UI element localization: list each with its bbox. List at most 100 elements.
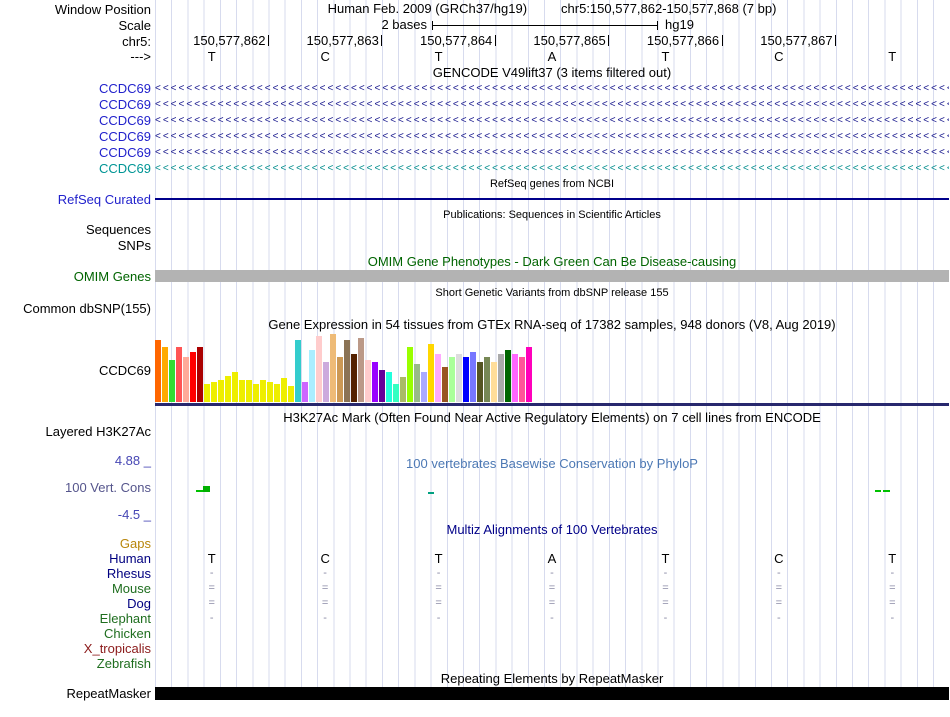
alignment-mark: - (890, 612, 895, 624)
sequences-label[interactable]: Sequences (85, 222, 151, 237)
dbsnp-label[interactable]: Common dbSNP(155) (23, 301, 151, 316)
refseq-curated-label[interactable]: RefSeq Curated (57, 192, 151, 207)
gtex-tissue-bar[interactable] (393, 384, 399, 402)
multiz-species-label-dog[interactable]: Dog (127, 596, 151, 611)
gene-transcript-arrows[interactable]: <<<<<<<<<<<<<<<<<<<<<<<<<<<<<<<<<<<<<<<<… (155, 147, 949, 158)
gtex-tissue-bar[interactable] (253, 384, 259, 402)
gtex-tissue-bar[interactable] (421, 372, 427, 402)
gtex-tissue-bar[interactable] (449, 357, 455, 402)
gtex-tissue-bar[interactable] (372, 362, 378, 402)
gtex-tissue-bar[interactable] (302, 382, 308, 402)
repeatmasker-label[interactable]: RepeatMasker (66, 686, 151, 701)
snps-label[interactable]: SNPs (117, 238, 151, 253)
gtex-tissue-bar[interactable] (204, 384, 210, 402)
gtex-tissue-bar[interactable] (456, 354, 462, 402)
gtex-tissue-bar[interactable] (379, 370, 385, 402)
gene-transcript-arrows[interactable]: <<<<<<<<<<<<<<<<<<<<<<<<<<<<<<<<<<<<<<<<… (155, 131, 949, 142)
gtex-tissue-bar[interactable] (498, 354, 504, 402)
gene-transcript-arrows[interactable]: <<<<<<<<<<<<<<<<<<<<<<<<<<<<<<<<<<<<<<<<… (155, 83, 949, 94)
gtex-tissue-bar[interactable] (337, 357, 343, 402)
gtex-tissue-bar[interactable] (484, 357, 490, 402)
h3k27ac-label[interactable]: Layered H3K27Ac (45, 424, 151, 439)
gtex-tissue-bar[interactable] (239, 380, 245, 402)
gene-track-label-ccdc69[interactable]: CCDC69 (98, 81, 151, 96)
gtex-tissue-bar[interactable] (344, 340, 350, 402)
gtex-tissue-bar[interactable] (351, 354, 357, 402)
gtex-tissue-bar[interactable] (463, 357, 469, 402)
conservation-mark (428, 492, 434, 494)
gtex-tissue-bar[interactable] (526, 347, 532, 402)
gtex-tissue-bar[interactable] (330, 334, 336, 402)
gtex-tissue-bar[interactable] (155, 340, 161, 402)
gtex-tissue-bar[interactable] (225, 376, 231, 402)
multiz-species-label-zebrafish[interactable]: Zebrafish (96, 656, 151, 671)
gtex-tissue-bar[interactable] (169, 360, 175, 402)
gtex-tissue-bar[interactable] (414, 364, 420, 402)
base-letter: T (434, 49, 443, 64)
gene-transcript-arrows[interactable]: <<<<<<<<<<<<<<<<<<<<<<<<<<<<<<<<<<<<<<<<… (155, 99, 949, 110)
multiz-species-label-rhesus[interactable]: Rhesus (106, 566, 151, 581)
omim-genes-label[interactable]: OMIM Genes (73, 269, 151, 284)
multiz-species-label-x_tropicalis[interactable]: X_tropicalis (83, 641, 151, 656)
gtex-tissue-bar[interactable] (295, 340, 301, 402)
gtex-tissue-bar[interactable] (288, 386, 294, 402)
gtex-tissue-bar[interactable] (197, 347, 203, 402)
gtex-tissue-bar[interactable] (470, 352, 476, 402)
gene-track-label-ccdc69[interactable]: CCDC69 (98, 129, 151, 144)
gtex-tissue-bar[interactable] (246, 380, 252, 402)
gtex-tissue-bar[interactable] (505, 350, 511, 402)
gtex-tissue-bar[interactable] (162, 347, 168, 402)
alignment-mark: - (436, 567, 441, 579)
multiz-species-label-elephant[interactable]: Elephant (99, 611, 151, 626)
gene-transcript-arrows[interactable]: <<<<<<<<<<<<<<<<<<<<<<<<<<<<<<<<<<<<<<<<… (155, 163, 949, 174)
omim-genes-track[interactable] (155, 270, 949, 282)
gene-track-label-ccdc69[interactable]: CCDC69 (98, 145, 151, 160)
gtex-tissue-bar[interactable] (428, 344, 434, 402)
gtex-tissue-bar[interactable] (309, 350, 315, 402)
gtex-gene-label[interactable]: CCDC69 (98, 363, 151, 378)
gtex-tissue-bar[interactable] (512, 354, 518, 402)
ruler-tick (608, 35, 610, 46)
alignment-mark: - (663, 612, 668, 624)
gtex-tissue-bar[interactable] (218, 380, 224, 402)
gtex-tissue-bar[interactable] (211, 382, 217, 402)
gtex-tissue-bar[interactable] (232, 372, 238, 402)
gtex-tissue-bar[interactable] (435, 354, 441, 402)
gtex-tissue-bar[interactable] (477, 362, 483, 402)
gtex-tissue-bar[interactable] (407, 347, 413, 402)
gtex-tissue-bar[interactable] (323, 362, 329, 402)
base-letter: T (207, 49, 216, 64)
gene-transcript-arrows[interactable]: <<<<<<<<<<<<<<<<<<<<<<<<<<<<<<<<<<<<<<<<… (155, 115, 949, 126)
gtex-tissue-bar[interactable] (260, 380, 266, 402)
gtex-tissue-bar[interactable] (183, 357, 189, 402)
refseq-curated-track[interactable] (155, 198, 949, 200)
repeatmasker-track[interactable] (155, 687, 949, 700)
conservation-mark (203, 486, 210, 492)
gtex-tissue-bar[interactable] (316, 336, 322, 402)
conservation-mark (883, 490, 890, 492)
gtex-tissue-bar[interactable] (365, 360, 371, 402)
gene-track-label-ccdc69[interactable]: CCDC69 (98, 97, 151, 112)
alignment-mark: - (550, 567, 554, 579)
gtex-tissue-bar[interactable] (190, 352, 196, 402)
gtex-tissue-bar[interactable] (281, 378, 287, 402)
blue-guidelines (155, 0, 949, 700)
vert-cons-label[interactable]: 100 Vert. Cons (65, 480, 151, 495)
gene-track-label-ccdc69[interactable]: CCDC69 (98, 113, 151, 128)
gtex-tissue-bar[interactable] (519, 357, 525, 402)
multiz-species-label-gaps[interactable]: Gaps (119, 536, 151, 551)
gtex-tissue-bar[interactable] (176, 347, 182, 402)
multiz-species-label-mouse[interactable]: Mouse (111, 581, 151, 596)
gtex-tissue-bar[interactable] (386, 372, 392, 402)
gene-track-label-ccdc69[interactable]: CCDC69 (98, 161, 151, 176)
gtex-tissue-bar[interactable] (358, 338, 364, 402)
scale-label: Scale (118, 18, 151, 33)
ruler-tick (494, 35, 496, 46)
multiz-species-label-chicken[interactable]: Chicken (104, 626, 151, 641)
gtex-tissue-bar[interactable] (442, 367, 448, 402)
gtex-tissue-bar[interactable] (267, 382, 273, 402)
gtex-tissue-bar[interactable] (400, 377, 406, 402)
gtex-tissue-bar[interactable] (491, 362, 497, 402)
gtex-tissue-bar[interactable] (274, 384, 280, 402)
multiz-species-label-human[interactable]: Human (109, 551, 151, 566)
